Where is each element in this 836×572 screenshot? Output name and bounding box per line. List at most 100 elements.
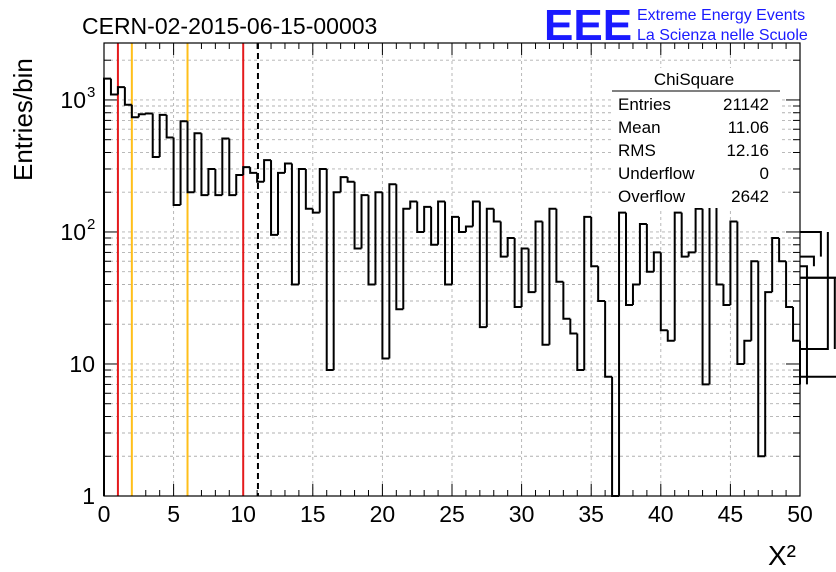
histogram-bin [235,174,244,196]
histogram-bin [444,201,452,286]
histogram-bin [388,183,397,359]
x-tick-label: 5 [167,501,180,527]
histogram-bin [800,231,829,350]
histogram-bin [736,221,745,365]
histogram-bin [687,251,696,257]
histogram-bin [715,206,724,286]
histogram-bin [290,163,299,286]
histogram-bin [652,251,661,272]
stats-row-label: Underflow [618,164,695,183]
histogram-bin [541,221,550,346]
histogram-bin [109,78,118,96]
histogram-bin [506,237,515,257]
histogram-bin [800,276,836,349]
eee-logo: EEE Extreme Energy Events La Scienza nel… [544,1,808,50]
histogram-bin [144,112,153,115]
histogram-bin [283,162,292,173]
x-tick-label: 45 [718,501,744,527]
histogram-bin [800,255,815,267]
histogram-bin [800,230,822,257]
histogram-bin [631,283,640,305]
histogram-bin [590,216,599,268]
histogram-bin [423,205,432,232]
histogram-bin [750,260,759,341]
histogram-bin [604,300,613,378]
histogram-bin [485,207,494,328]
histogram-bin [228,138,237,197]
histogram-bin [416,201,425,233]
histogram-bin [200,133,209,197]
histogram-bin [597,266,606,302]
histogram-bin [638,222,647,285]
histogram-bin [778,238,787,263]
histogram-bin [513,238,522,309]
histogram-bin [256,172,265,183]
histogram-bin [123,87,132,106]
histogram-bin [332,191,341,371]
histogram-bin [659,252,668,332]
stats-row-label: Mean [618,118,661,137]
stats-row-value: 0 [760,164,769,183]
histogram-bin [137,113,146,118]
histogram-bin [673,211,682,341]
histogram-bin [757,261,766,458]
histogram-bin [395,184,404,311]
histogram-bin [527,248,536,294]
histogram-bin [792,307,800,342]
y-tick-label: 1 [82,483,95,509]
histogram-bin [270,160,278,236]
histogram-bin [130,104,139,119]
histogram-bin [409,200,418,209]
histogram-bin [611,376,620,497]
histogram-bin [694,207,703,253]
y-tick-label: 10 [69,351,95,377]
histogram-bin [339,176,348,193]
histogram-bin [800,375,836,378]
histogram-bin [116,86,125,95]
histogram-bin [666,330,675,342]
histogram-bin [374,191,383,285]
histogram-bin [325,168,334,372]
x-tick-label: 35 [578,501,604,527]
stats-row-value: 21142 [723,95,769,114]
reference-lines [116,43,259,496]
stats-box-title: ChiSquare [654,70,734,89]
stats-row-value: 2642 [731,187,769,206]
histogram-bin [242,166,251,176]
histogram-bin [304,168,313,210]
histogram-bin [165,114,174,139]
histogram-bin [722,284,731,306]
histogram-bin [221,137,230,196]
x-tick-labels: 0 5 10 15 20 25 30 35 40 45 50 [98,501,813,527]
stats-row-label: RMS [618,141,656,160]
histogram-bin [437,200,446,245]
histogram-bin [534,220,543,293]
y-tick-exponent: 3 [87,84,95,101]
stats-row-value: 11.06 [728,118,769,137]
histogram-bin [186,121,195,194]
x-tick-label: 25 [439,501,465,527]
x-tick-label: 30 [509,501,535,527]
histogram-bin [680,212,689,258]
y-tick-exponent: 2 [87,216,95,233]
logo-line-2: La Scienza nelle Scuole [637,27,808,44]
histogram-bin [193,132,202,193]
histogram-bin [311,208,320,214]
histogram-bin [785,261,794,309]
stats-row-label: Overflow [618,187,686,206]
histogram-bin [297,167,306,285]
histogram-bin [729,220,738,305]
x-tick-label: 20 [370,501,396,527]
histogram-bin [478,201,487,329]
histogram-bin [249,167,258,174]
histogram-bin [743,339,752,364]
histogram-bin [277,171,285,235]
x-tick-label: 40 [648,501,674,527]
histogram-bin [263,159,272,182]
x-tick-label: 10 [230,501,256,527]
histogram-bin [457,216,466,233]
x-tick-label: 15 [300,501,326,527]
histogram-bin [800,276,836,279]
